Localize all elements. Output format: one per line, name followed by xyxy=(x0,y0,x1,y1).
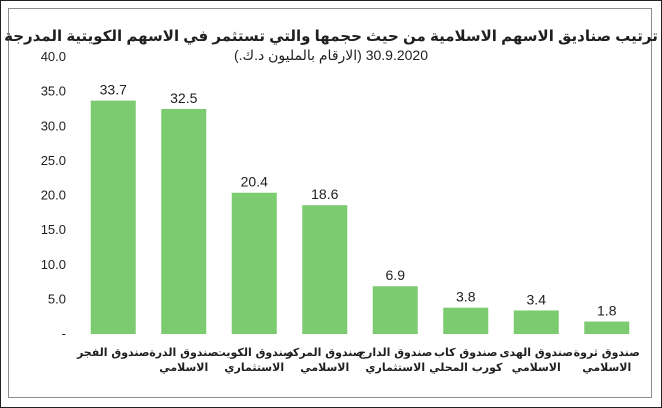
y-tick-label: 25.0 xyxy=(41,153,66,168)
bar xyxy=(231,192,277,334)
bar xyxy=(90,100,136,334)
data-label: 20.4 xyxy=(241,174,268,190)
category-label: الاسلامي xyxy=(512,361,561,374)
category-label: صندوق الدرة xyxy=(149,346,218,359)
category-label: الاسلامي xyxy=(300,361,349,374)
category-label: صندوق ثروة xyxy=(574,346,640,359)
y-tick-label: 35.0 xyxy=(41,84,66,99)
bar xyxy=(584,321,630,334)
data-label: 18.6 xyxy=(311,186,338,202)
category-label: صندوق الهدى xyxy=(499,346,573,359)
category-label: صندوق الدارج xyxy=(358,346,432,360)
bar xyxy=(161,108,207,334)
data-label: 32.5 xyxy=(170,90,197,106)
y-tick-label: 40.0 xyxy=(41,49,66,64)
data-label: 3.4 xyxy=(527,291,547,307)
y-tick-label: 20.0 xyxy=(41,188,66,203)
category-label: الاستثماري xyxy=(365,361,425,374)
bar xyxy=(443,307,489,334)
y-tick-label: - xyxy=(62,326,66,341)
category-label: الاستثماري xyxy=(224,361,284,374)
data-label: 3.8 xyxy=(456,289,476,305)
y-tick-label: 30.0 xyxy=(41,118,66,133)
bar xyxy=(372,286,418,334)
category-label: صندوق كاب xyxy=(434,346,498,359)
chart-title: ترتيب صناديق الاسهم الاسلامية من حيث حجم… xyxy=(4,28,658,45)
chart-subtitle: 30.9.2020 (الارقام بالمليون د.ك.) xyxy=(234,47,428,63)
category-label: صندوق الفجر xyxy=(76,346,150,359)
category-label: كورب المحلي xyxy=(429,361,503,374)
category-label: الاسلامي xyxy=(582,361,631,374)
bar xyxy=(302,205,348,334)
data-label: 33.7 xyxy=(100,82,127,98)
bar xyxy=(513,310,559,334)
category-label: الاسلامي xyxy=(159,361,208,374)
data-label: 1.8 xyxy=(597,303,617,319)
category-label: صندوق المركز xyxy=(285,346,363,359)
y-tick-label: 5.0 xyxy=(48,291,66,306)
y-tick-label: 10.0 xyxy=(41,257,66,272)
category-label: صندوق الكويت xyxy=(215,346,294,359)
data-label: 6.9 xyxy=(386,267,406,283)
y-tick-label: 15.0 xyxy=(41,222,66,237)
